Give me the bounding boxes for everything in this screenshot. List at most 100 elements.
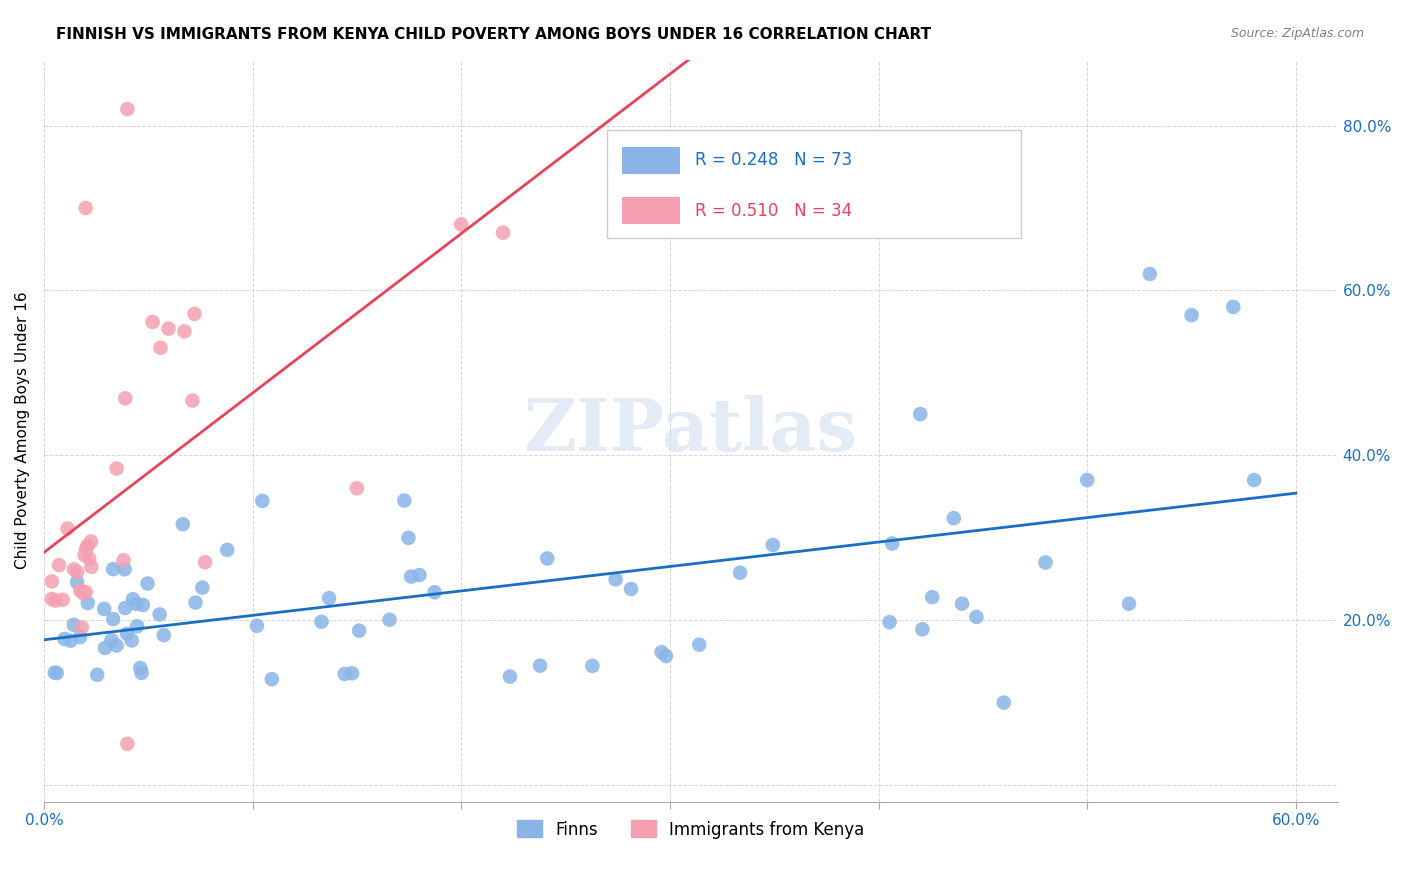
Point (44, 665, 66, 680)
FancyBboxPatch shape (623, 197, 681, 224)
Point (260, 672, 283, 686)
Point (318, 591, 340, 605)
Point (1076, 473, 1098, 487)
Point (1222, 300, 1244, 314)
Point (157, 321, 180, 335)
Point (1243, 473, 1265, 487)
Point (605, 573, 627, 587)
Point (73, 548, 96, 562)
Point (41, 592, 63, 607)
Point (76, 596, 98, 610)
Point (252, 494, 274, 508)
Point (66, 575, 89, 590)
Point (63, 562, 86, 576)
Point (965, 610, 987, 624)
Point (194, 555, 217, 569)
Point (80, 534, 103, 549)
Point (53, 632, 76, 646)
Point (152, 628, 174, 642)
Point (333, 667, 356, 681)
Point (86, 667, 108, 681)
Point (105, 639, 128, 653)
Point (114, 601, 136, 615)
Point (408, 568, 430, 582)
Point (149, 607, 172, 622)
Point (217, 542, 239, 557)
Point (620, 582, 643, 596)
Point (688, 638, 710, 652)
Point (728, 566, 751, 580)
Point (112, 553, 135, 567)
Point (191, 581, 214, 595)
Legend: Finns, Immigrants from Kenya: Finns, Immigrants from Kenya (510, 814, 872, 846)
Point (121, 633, 143, 648)
Point (450, 218, 472, 232)
Point (396, 531, 419, 545)
Point (529, 658, 551, 673)
Point (45, 666, 67, 681)
Text: ZIPatlas: ZIPatlas (523, 395, 858, 467)
Point (762, 538, 785, 552)
Point (423, 585, 446, 599)
Point (1139, 267, 1161, 281)
Point (311, 615, 333, 629)
Point (122, 592, 145, 607)
Point (181, 393, 204, 408)
Point (94, 640, 117, 655)
Point (1035, 556, 1057, 570)
Point (136, 576, 159, 591)
Point (75, 541, 97, 556)
Point (536, 551, 558, 566)
Point (921, 590, 943, 604)
Text: R = 0.510   N = 34: R = 0.510 N = 34 (695, 202, 852, 219)
Point (149, 341, 172, 355)
Text: R = 0.248   N = 73: R = 0.248 N = 73 (695, 152, 852, 169)
Point (910, 407, 932, 421)
Point (246, 619, 269, 633)
Point (882, 536, 904, 550)
Point (70, 620, 93, 634)
Point (492, 226, 515, 240)
Point (117, 102, 139, 116)
Point (911, 623, 934, 637)
Point (129, 661, 152, 675)
Point (651, 645, 673, 659)
Point (184, 596, 207, 610)
Point (56, 522, 79, 536)
Point (62, 617, 84, 632)
Point (77, 551, 100, 566)
Text: FINNISH VS IMMIGRANTS FROM KENYA CHILD POVERTY AMONG BOYS UNDER 16 CORRELATION C: FINNISH VS IMMIGRANTS FROM KENYA CHILD P… (56, 27, 931, 42)
FancyBboxPatch shape (606, 130, 1021, 237)
Point (117, 737, 139, 751)
Point (125, 597, 148, 611)
Point (340, 666, 363, 681)
Point (1180, 308, 1202, 322)
Point (347, 624, 370, 638)
Point (394, 493, 416, 508)
Point (93, 602, 115, 616)
Point (66, 565, 89, 579)
Point (942, 511, 965, 525)
Point (101, 562, 124, 576)
Point (114, 392, 136, 406)
Point (173, 324, 195, 338)
Point (993, 696, 1015, 710)
Point (75, 585, 97, 599)
Point (1118, 597, 1140, 611)
Y-axis label: Child Poverty Among Boys Under 16: Child Poverty Among Boys Under 16 (15, 292, 30, 569)
Point (44, 593, 66, 607)
Point (142, 315, 165, 329)
Point (346, 481, 368, 495)
Point (103, 612, 125, 626)
Point (114, 562, 136, 576)
Point (655, 648, 678, 663)
Point (72, 586, 94, 600)
Point (100, 633, 122, 648)
Point (48, 558, 70, 573)
Point (105, 461, 128, 475)
Point (581, 659, 603, 673)
Point (76, 539, 98, 553)
Point (69, 583, 91, 598)
Point (172, 517, 194, 532)
Point (52, 592, 75, 607)
